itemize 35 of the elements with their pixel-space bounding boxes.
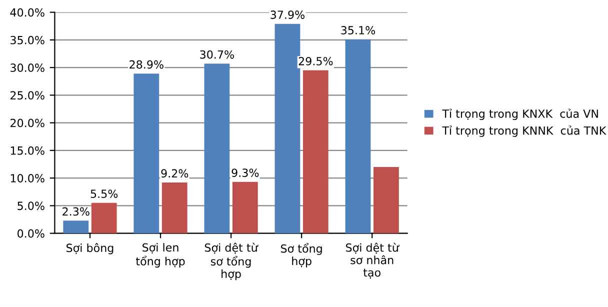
data-label: 9.2%	[161, 169, 188, 178]
y-tick-label: 40.0%	[10, 8, 44, 17]
legend-label: Tỉ trọng trong KNXK của VN	[442, 108, 598, 120]
bar	[374, 167, 399, 234]
y-tick-label: 35.0%	[10, 36, 44, 44]
bar	[91, 202, 117, 234]
y-tick-label: 30.0%	[10, 64, 44, 72]
y-tick-label: 0.0%	[18, 229, 44, 238]
y-tick-label: 25.0%	[10, 91, 44, 100]
data-label: 9.3%	[232, 168, 259, 177]
bar	[162, 182, 188, 234]
bar	[302, 70, 328, 234]
x-tick-label: Sơ tổng hợp	[280, 243, 322, 268]
y-tick-label: 5.0%	[18, 202, 44, 210]
y-tick-label: 10.0%	[10, 174, 44, 182]
bar	[232, 182, 258, 234]
bar	[274, 24, 300, 234]
x-tick-label: Sợi len tổng hợp	[136, 243, 185, 268]
data-label: 29.5%	[298, 56, 333, 66]
bar	[345, 39, 371, 234]
y-tick-label: 15.0%	[10, 146, 44, 155]
bar	[63, 220, 89, 234]
data-label: 2.3%	[62, 207, 90, 216]
x-tick-label: Sợi dệt từ sơ tổng hợp	[204, 242, 258, 280]
bar	[204, 64, 230, 234]
data-label: 28.9%	[130, 60, 164, 69]
x-tick-label: Sợi bông	[66, 243, 114, 254]
bar	[134, 74, 160, 234]
x-tick-label: Sợi dệt từ sơ nhân tạo	[346, 242, 400, 279]
data-label: 35.1%	[341, 26, 376, 34]
data-label: 5.5%	[90, 190, 118, 198]
legend-label: Tỉ trọng trong KNNK của TNK	[442, 126, 606, 137]
data-label: 30.7%	[200, 50, 234, 59]
y-tick-label: 20.0%	[10, 118, 44, 128]
data-label: 37.9%	[270, 10, 304, 19]
